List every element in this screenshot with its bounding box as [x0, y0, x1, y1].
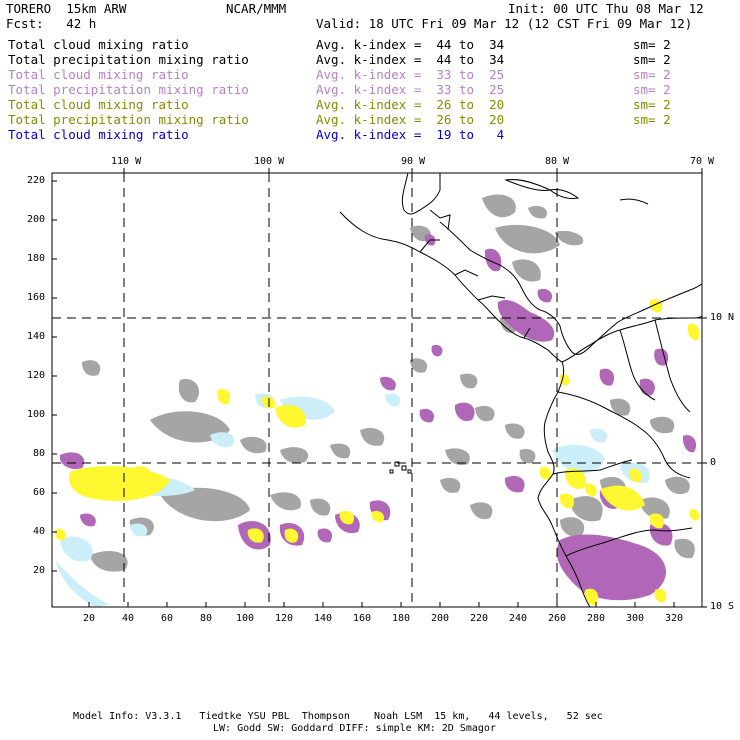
- x-tick-label: 240: [509, 613, 528, 624]
- legend-field: Total precipitation mixing ratio: [8, 112, 249, 127]
- y-tick-label: 140: [27, 331, 46, 342]
- legend-sm: sm= 2: [633, 67, 671, 82]
- legend-field: Total cloud mixing ratio: [8, 37, 189, 52]
- lon-label: 100 W: [254, 156, 285, 167]
- x-tick-label: 180: [392, 613, 411, 624]
- legend-sm: sm= 2: [633, 112, 671, 127]
- cloud-purple-areas: [59, 234, 697, 601]
- legend-sm: sm= 2: [633, 37, 671, 52]
- legend-field: Total cloud mixing ratio: [8, 127, 189, 142]
- y-tick-label: 100: [27, 409, 46, 420]
- organization: NCAR/MMM: [226, 1, 287, 16]
- cloud-yellow-areas: [54, 299, 700, 606]
- init-time: Init: 00 UTC Thu 08 Mar 12: [508, 1, 704, 16]
- legend-field: Total precipitation mixing ratio: [8, 82, 249, 97]
- lon-label: 90 W: [401, 156, 426, 167]
- lat-label: 10 S: [710, 601, 735, 612]
- lat-label: 0: [710, 457, 717, 468]
- y-tick-label: 20: [33, 565, 46, 576]
- x-tick-label: 60: [161, 613, 174, 624]
- y-tick-label: 40: [33, 526, 46, 537]
- x-tick-label: 220: [470, 613, 489, 624]
- legend-kindex: Avg. k-index = 33 to 25: [316, 67, 505, 82]
- y-tick-label: 200: [27, 214, 46, 225]
- cloud-gray-areas: [82, 194, 695, 579]
- legend-field: Total cloud mixing ratio: [8, 67, 189, 82]
- model-physics: LW: Godd SW: Goddard DIFF: simple KM: 2D…: [213, 723, 496, 734]
- weather-field: [54, 194, 700, 607]
- model-name: TORERO 15km ARW: [6, 1, 127, 16]
- legend-kindex: Avg. k-index = 26 to 20: [316, 112, 505, 127]
- lon-label: 110 W: [111, 156, 142, 167]
- x-tick-label: 300: [626, 613, 645, 624]
- lon-label: 70 W: [690, 156, 715, 167]
- legend-kindex: Avg. k-index = 26 to 20: [316, 97, 505, 112]
- model-info: Model Info: V3.3.1 Tiedtke YSU PBL Thomp…: [73, 711, 603, 722]
- x-tick-label: 260: [548, 613, 567, 624]
- tick-marks: [52, 168, 707, 608]
- valid-time: Valid: 18 UTC Fri 09 Mar 12 (12 CST Fri …: [316, 16, 693, 31]
- legend-kindex: Avg. k-index = 44 to 34: [316, 37, 505, 52]
- x-tick-label: 40: [122, 613, 135, 624]
- y-tick-label: 160: [27, 292, 46, 303]
- legend-sm: sm= 2: [633, 52, 671, 67]
- coastlines: [339, 173, 702, 607]
- y-tick-label: 80: [33, 448, 46, 459]
- lat-label: 10 N: [710, 312, 735, 323]
- x-tick-label: 320: [665, 613, 684, 624]
- y-tick-label: 180: [27, 253, 46, 264]
- legend-kindex: Avg. k-index = 33 to 25: [316, 82, 505, 97]
- legend-field: Total precipitation mixing ratio: [8, 52, 249, 67]
- legend-sm: sm= 2: [633, 82, 671, 97]
- y-tick-label: 120: [27, 370, 46, 381]
- x-tick-label: 20: [83, 613, 96, 624]
- grid-lines: [52, 173, 702, 607]
- legend-sm: sm= 2: [633, 97, 671, 112]
- forecast-hour: Fcst: 42 h: [6, 16, 97, 31]
- x-tick-label: 280: [587, 613, 606, 624]
- map-frame: [51, 172, 703, 608]
- x-tick-label: 160: [353, 613, 372, 624]
- legend-kindex: Avg. k-index = 19 to 4: [316, 127, 505, 142]
- x-tick-label: 80: [200, 613, 213, 624]
- x-tick-label: 100: [236, 613, 255, 624]
- legend-kindex: Avg. k-index = 44 to 34: [316, 52, 505, 67]
- x-tick-label: 120: [275, 613, 294, 624]
- x-tick-label: 200: [431, 613, 450, 624]
- lon-label: 80 W: [545, 156, 570, 167]
- x-tick-label: 140: [314, 613, 333, 624]
- y-tick-label: 220: [27, 175, 46, 186]
- legend-field: Total cloud mixing ratio: [8, 97, 189, 112]
- y-tick-label: 60: [33, 487, 46, 498]
